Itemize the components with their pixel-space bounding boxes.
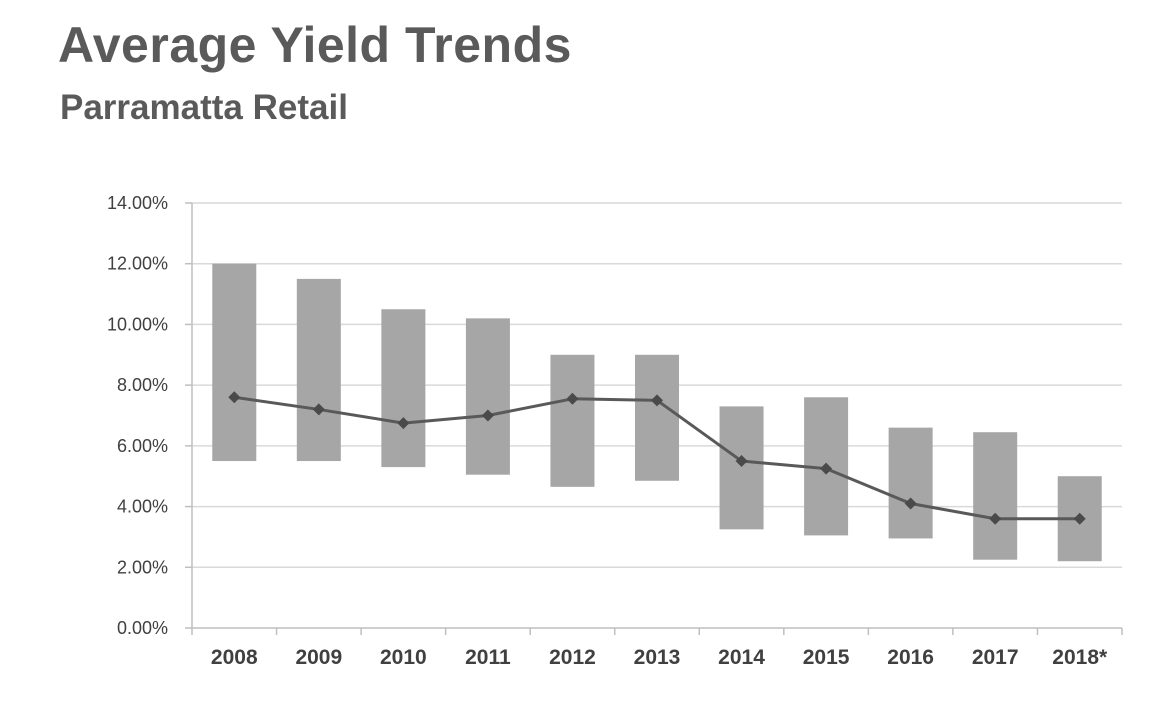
range-bar	[212, 263, 257, 462]
x-tick-label: 2016	[887, 646, 934, 669]
x-tick-label: 2014	[718, 646, 765, 669]
range-bar	[296, 278, 341, 462]
data-point	[481, 409, 494, 422]
average-line	[228, 391, 1086, 525]
x-tick-label: 2013	[634, 646, 681, 669]
data-point	[651, 394, 663, 407]
x-tick-label: 2010	[380, 646, 427, 669]
y-tick-label: 10.00%	[107, 314, 168, 334]
x-tick-label: 2015	[803, 646, 850, 669]
range-bar	[888, 427, 933, 539]
y-tick-label: 14.00%	[107, 193, 168, 213]
data-point	[312, 403, 325, 416]
range-bar	[973, 432, 1018, 560]
y-tick-label: 6.00%	[117, 436, 168, 456]
range-bar	[635, 354, 679, 481]
data-point	[735, 455, 748, 468]
range-bar	[465, 318, 510, 475]
chart-subtitle: Parramatta Retail	[60, 88, 348, 127]
y-tick-label: 2.00%	[117, 557, 168, 577]
chart-title: Average Yield Trends	[58, 17, 572, 73]
data-point	[566, 392, 579, 405]
y-axis: 0.00% 2.00% 4.00% 6.00% 8.00% 10.00% 12.00% 14.…	[107, 193, 193, 638]
x-tick-label: 2011	[465, 646, 511, 669]
x-tick-label: 2012	[549, 646, 596, 669]
x-tick-label: 2018*	[1052, 646, 1108, 669]
x-tick-label: 2008	[211, 646, 258, 669]
data-point	[1073, 512, 1086, 525]
y-tick-label: 12.00%	[107, 254, 168, 274]
x-axis: 2008 2009 2010 2011 2012 2013 2014 2015 2016 2017…	[191, 627, 1123, 669]
data-point	[228, 391, 241, 404]
range-bar	[550, 354, 595, 487]
data-point	[904, 497, 917, 510]
data-point	[989, 512, 1002, 525]
range-bar	[381, 309, 426, 468]
y-tick-label: 0.00%	[117, 618, 168, 638]
x-tick-label: 2009	[295, 646, 342, 669]
y-tick-label: 4.00%	[117, 497, 168, 517]
data-point	[397, 417, 410, 430]
range-bar	[719, 406, 764, 530]
data-point	[820, 462, 833, 475]
x-tick-label: 2017	[972, 646, 1019, 669]
range-bars	[212, 263, 1102, 562]
y-tick-label: 8.00%	[117, 375, 168, 395]
